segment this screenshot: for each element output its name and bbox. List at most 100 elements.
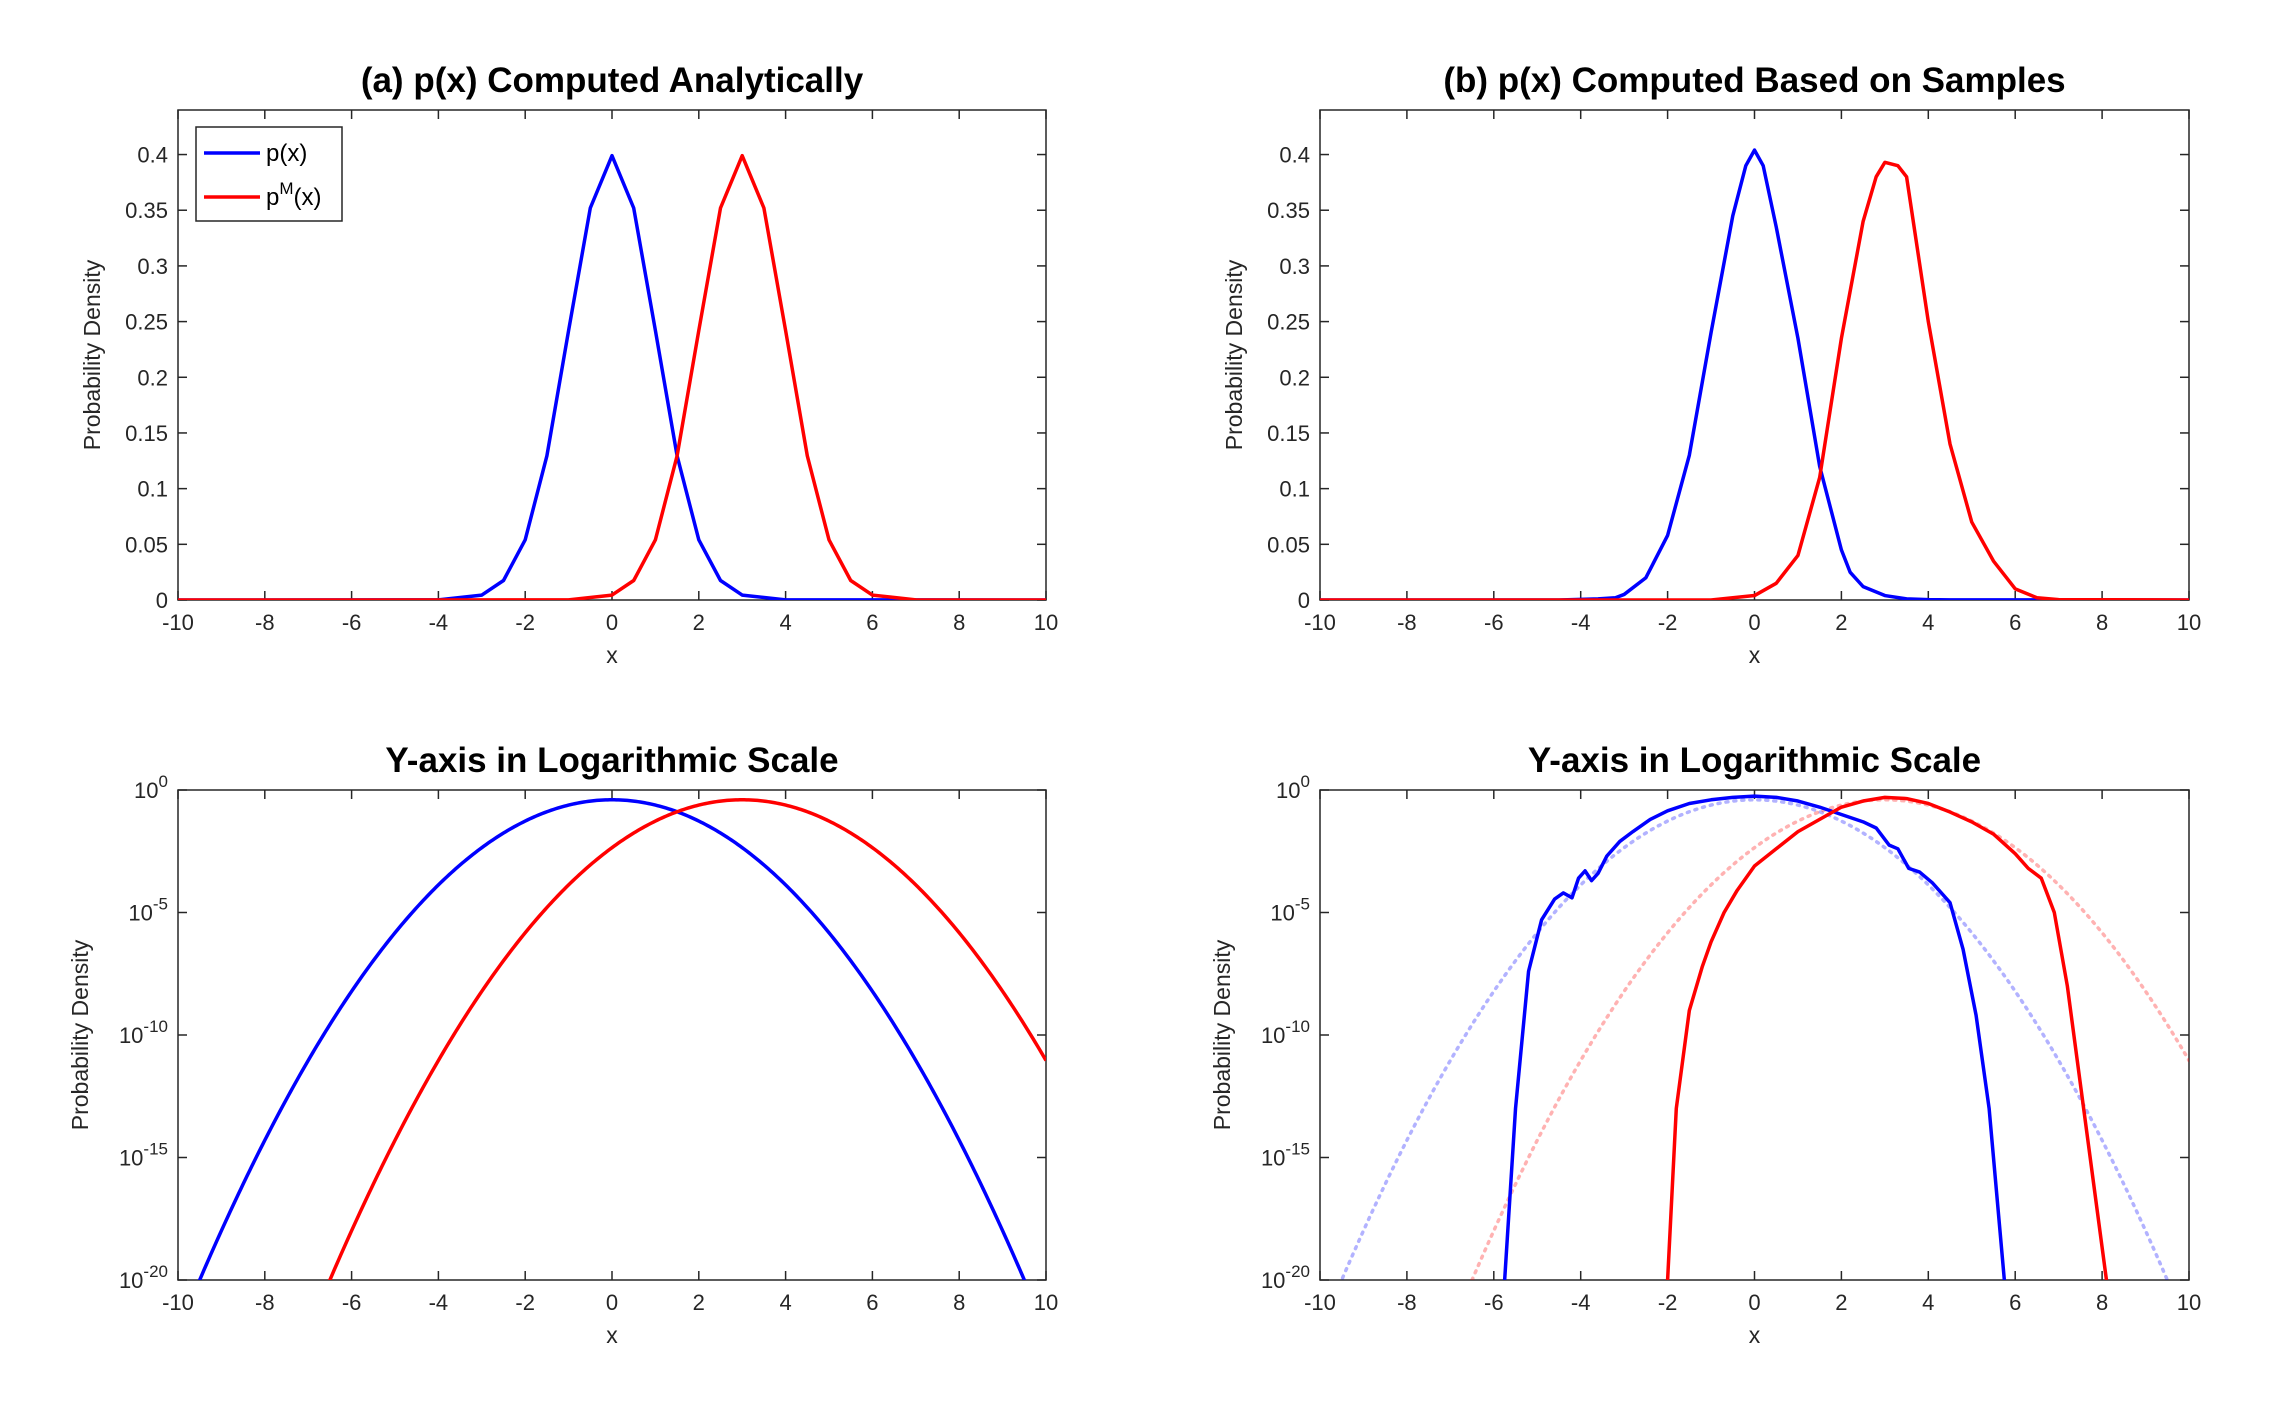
x-tick-label: -8 [255, 610, 275, 635]
chart-title: (a) p(x) Computed Analytically [361, 61, 864, 100]
x-tick-label: 0 [1748, 610, 1760, 635]
x-tick-label: -2 [515, 610, 535, 635]
legend-label: pM(x) [266, 179, 322, 211]
y-tick-label: 0.35 [1267, 198, 1310, 223]
y-tick-label: 0.2 [1279, 365, 1310, 390]
series-line [197, 798, 1027, 1280]
x-tick-label: 10 [1034, 1290, 1058, 1315]
y-tick-label: 10-20 [1261, 1262, 1310, 1293]
y-tick-label: 100 [134, 772, 168, 803]
series-line [1320, 160, 2189, 600]
x-tick-label: 8 [953, 1290, 965, 1315]
y-tick-label: 0.1 [137, 477, 168, 502]
plot-area [1319, 109, 2190, 601]
x-tick-label: -10 [162, 610, 194, 635]
y-tick-label: 10-15 [119, 1140, 168, 1171]
y-tick-label: 0.3 [137, 254, 168, 279]
x-tick-label: -4 [429, 610, 449, 635]
x-tick-label: 4 [1922, 1290, 1934, 1315]
y-tick-label: 0.1 [1279, 477, 1310, 502]
y-tick-label: 0.05 [1267, 532, 1310, 557]
chart-a: (a) p(x) Computed Analytically -10 -8 -6 -4 -… [79, 61, 1058, 668]
x-tick-label: -6 [1484, 1290, 1504, 1315]
x-axis-label: x [606, 1322, 618, 1348]
y-tick-label: 0.2 [137, 365, 168, 390]
x-tick-label: -8 [255, 1290, 275, 1315]
x-tick-label: 6 [2009, 1290, 2021, 1315]
y-axis-label: Probability Density [1209, 939, 1235, 1130]
plot-area [1319, 789, 2190, 1281]
chart-title: Y-axis in Logarithmic Scale [1528, 741, 1981, 780]
chart-b: (b) p(x) Computed Based on Samples -10 -8 -… [1221, 61, 2201, 668]
x-tick-label: 10 [2177, 610, 2201, 635]
chart-title: (b) p(x) Computed Based on Samples [1443, 61, 2065, 100]
x-tick-label: 6 [866, 1290, 878, 1315]
x-tick-label: -4 [429, 1290, 449, 1315]
x-tick-label: -6 [342, 610, 362, 635]
y-tick-label: 10-20 [119, 1262, 168, 1293]
series-line [1320, 148, 2189, 600]
series-line [178, 153, 1046, 600]
y-tick-label: 10-15 [1261, 1140, 1310, 1171]
x-tick-label: 10 [1034, 610, 1058, 635]
legend: p(x) pM(x) [195, 126, 343, 222]
y-axis-label: Probability Density [67, 939, 93, 1130]
x-tick-label: 8 [953, 610, 965, 635]
plot-area [177, 789, 1047, 1281]
x-tick-label: -4 [1571, 1290, 1591, 1315]
x-tick-label: 2 [1835, 610, 1847, 635]
x-tick-label: -6 [1484, 610, 1504, 635]
x-tick-label: -6 [342, 1290, 362, 1315]
series-line [1339, 798, 2170, 1280]
y-tick-label: 0.4 [1279, 143, 1310, 168]
y-tick-label: 0.15 [1267, 421, 1310, 446]
x-tick-label: -4 [1571, 610, 1591, 635]
y-tick-label: 0 [156, 588, 168, 613]
y-tick-label: 0.25 [125, 310, 168, 335]
x-tick-label: 0 [606, 610, 618, 635]
x-tick-label: 8 [2096, 1290, 2108, 1315]
y-tick-label: 0.25 [1267, 310, 1310, 335]
chart-title: Y-axis in Logarithmic Scale [385, 741, 838, 780]
y-tick-label: 0 [1298, 588, 1310, 613]
y-tick-label: 10-5 [128, 895, 168, 926]
x-tick-label: -2 [1658, 1290, 1678, 1315]
y-tick-label: 10-5 [1270, 895, 1310, 926]
x-tick-label: -10 [1304, 610, 1336, 635]
x-tick-label: -8 [1397, 610, 1417, 635]
x-tick-label: 6 [2009, 610, 2021, 635]
chart-d: Y-axis in Logarithmic Scale -10 -8 -6 -4 -2 0 2… [1209, 741, 2201, 1348]
x-tick-label: 0 [606, 1290, 618, 1315]
x-tick-label: -8 [1397, 1290, 1417, 1315]
x-tick-label: 2 [1835, 1290, 1847, 1315]
x-tick-label: 8 [2096, 610, 2108, 635]
series-line [1665, 795, 2109, 1280]
x-tick-label: 10 [2177, 1290, 2201, 1315]
y-tick-label: 0.15 [125, 421, 168, 446]
legend-label: p(x) [266, 140, 307, 167]
series-line [178, 153, 1046, 600]
x-tick-label: 2 [693, 610, 705, 635]
x-axis-label: x [1749, 642, 1761, 668]
chart-c: Y-axis in Logarithmic Scale -10 -8 -6 -4 -2 0 2… [67, 741, 1058, 1348]
x-tick-label: 4 [1922, 610, 1934, 635]
x-tick-label: -10 [162, 1290, 194, 1315]
y-axis-label: Probability Density [79, 259, 105, 450]
y-tick-label: 10-10 [119, 1017, 168, 1048]
legend-box [195, 126, 343, 222]
x-tick-label: 4 [779, 610, 791, 635]
x-tick-label: 6 [866, 610, 878, 635]
x-tick-label: 4 [779, 1290, 791, 1315]
y-tick-label: 0.35 [125, 198, 168, 223]
y-tick-label: 0.3 [1279, 254, 1310, 279]
x-tick-label: 0 [1748, 1290, 1760, 1315]
y-tick-label: 0.4 [137, 143, 168, 168]
x-tick-label: -10 [1304, 1290, 1336, 1315]
x-tick-label: 2 [693, 1290, 705, 1315]
y-axis-label: Probability Density [1221, 259, 1247, 450]
y-tick-label: 10-10 [1261, 1017, 1310, 1048]
x-axis-label: x [1749, 1322, 1761, 1348]
x-tick-label: -2 [1658, 610, 1678, 635]
x-tick-label: -2 [515, 1290, 535, 1315]
